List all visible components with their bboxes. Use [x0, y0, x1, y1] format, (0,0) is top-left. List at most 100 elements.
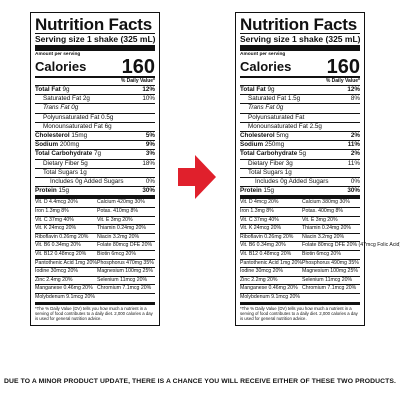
vitamin-left: Vit. C 37mg 40%: [240, 216, 279, 223]
nutrient-amount: 5mg: [276, 132, 289, 140]
nutrient-daily-value: 30%: [142, 187, 155, 195]
nutrient-row: Polyunsaturated Fat: [240, 112, 360, 122]
vitamin-left: Vit. D 4mcg 20%: [240, 199, 279, 206]
nutrient-name: Sodium 250mg: [240, 141, 284, 149]
nutrient-label: Total Fat: [35, 86, 61, 93]
calories-row: Calories 160: [240, 57, 360, 77]
nutrient-label: Cholesterol: [240, 132, 275, 140]
nutrient-name: Includes 0g Added Sugars: [240, 178, 329, 186]
nutrient-amount: 0g: [276, 104, 284, 112]
calories-label: Calories: [240, 59, 292, 74]
nutrient-amount: 2.5g: [309, 122, 322, 130]
vitamin-left: Pantothenic Acid 1mg 20%: [35, 259, 98, 266]
nutrient-amount: 7g: [94, 150, 102, 158]
nutrient-daily-value: 8%: [350, 95, 360, 103]
nutrient-name: Cholesterol 5mg: [240, 132, 289, 140]
nutrient-name: Trans Fat 0g: [240, 104, 283, 112]
nutrient-daily-value: 30%: [347, 187, 360, 195]
vitamin-right: Chromium 7.1mcg 20%: [97, 285, 152, 292]
vitamin-left: Iron 1.3mg 8%: [240, 208, 274, 215]
vitamin-row: Vit. B12 0.48mcg 20% Biotin 6mcg 20%: [240, 250, 360, 259]
nutrient-name: Total Fat 9g: [35, 86, 70, 94]
vitamin-row: Riboflavin 0.26mg 20% Niacin 3.2mg 20%: [240, 232, 360, 242]
nutrient-label: Monounsaturated Fat: [248, 122, 308, 130]
nutrient-daily-value: 10%: [142, 95, 155, 103]
nutrient-amount: 15g: [263, 187, 274, 195]
vitamin-right: Calcium 420mg 30%: [97, 199, 145, 206]
nutrient-amount: 0g: [71, 104, 79, 112]
nutrient-label: Total Sugars: [43, 168, 79, 176]
vitamin-right: Phosphorus 490mg 35%: [302, 259, 359, 266]
nutrient-label: Total Carbohydrate: [35, 150, 93, 158]
vitamin-left: Vit. K 24mcg 20%: [240, 225, 282, 232]
nutrient-label: Total Carbohydrate: [240, 150, 298, 158]
nutrient-daily-value: 5%: [145, 132, 155, 140]
nutrient-name: Total Carbohydrate 7g: [35, 150, 101, 158]
nutrient-row: Trans Fat 0g: [240, 103, 360, 112]
footnote: *The % Daily Value (DV) tells you how mu…: [35, 301, 155, 322]
nutrient-name: Dietary Fiber 3g: [240, 160, 293, 168]
vitamin-left: Manganese 0.46mg 20%: [35, 285, 93, 292]
vitamin-row: Vit. B6 0.34mg 20% Folate 80mcg DFE 20%: [35, 241, 155, 250]
amount-per-serving: Amount per serving: [35, 52, 81, 57]
nutrient-label: Trans Fat: [248, 104, 275, 112]
nutrient-name: Protein 15g: [240, 187, 274, 195]
vitamin-row: Iron 1.3mg 8% Potas. 410mg 8%: [35, 207, 155, 216]
vitamin-right: Selenium 11mcg 20%: [302, 276, 353, 283]
vitamin-right: Biotin 6mcg 20%: [97, 251, 136, 257]
nutrient-name: Cholesterol 15mg: [35, 132, 87, 140]
nutrient-row: Dietary Fiber 5g 18%: [35, 158, 155, 168]
nutrient-amount: 15g: [58, 187, 69, 195]
nutrient-row: Total Carbohydrate 5g 2%: [240, 149, 360, 158]
nutrient-row: Total Carbohydrate 7g 3%: [35, 149, 155, 158]
nutrient-name: Monounsaturated Fat 6g: [35, 123, 112, 131]
nutrient-label: Total Fat: [240, 86, 266, 93]
nutrient-daily-value: 11%: [347, 141, 360, 149]
vitamin-row: Vit. C 37mg 40% Vit. E 3mg 20%: [240, 215, 360, 225]
vitamin-left: Iron 1.3mg 8%: [35, 208, 69, 215]
nutrient-name: Saturated Fat 1.5g: [240, 95, 300, 103]
vitamin-left: Zinc 2.4mg 20%: [35, 276, 73, 283]
vitamin-right: Thiamin 0.24mg 20%: [97, 225, 147, 232]
nutrient-row: Monounsaturated Fat 2.5g: [240, 121, 360, 131]
vitamin-right: Chromium 7.1mcg 20%: [302, 285, 357, 292]
vitamin-right: Niacin 3.2mg 20%: [302, 233, 345, 240]
nutrient-amount: 5g: [299, 150, 307, 158]
nutrient-label: Dietary Fiber: [248, 159, 285, 167]
vitamin-right: Potas. 400mg 8%: [302, 208, 343, 215]
nutrient-row: Saturated Fat 1.5g 8%: [240, 94, 360, 103]
product-update-notice: DUE TO A MINOR PRODUCT UPDATE, THERE IS …: [3, 378, 397, 385]
nutrient-amount: 9g: [267, 86, 275, 93]
nutrient-row: Protein 15g 30%: [240, 186, 360, 199]
nutrient-daily-value: 12%: [142, 86, 155, 93]
nutrient-daily-value: 11%: [347, 159, 360, 167]
nutrient-amount: 1g: [79, 168, 87, 176]
nutrient-amount: 3g: [285, 159, 293, 167]
nutrition-label-new: Nutrition Facts Serving size 1 shake (325…: [235, 12, 400, 327]
nutrient-daily-value: 2%: [350, 132, 360, 140]
nutrient-label: Polyunsaturated Fat: [248, 113, 305, 121]
vitamin-right: Magnesium 100mg 25%: [302, 268, 358, 275]
vitamin-left: Iodine 30mcg 20%: [240, 268, 283, 275]
daily-value-header: % Daily Value*: [240, 76, 360, 85]
vitamin-right: Thiamin 0.24mg 20%: [302, 225, 352, 232]
nutrient-label: Includes 0g Added Sugars: [255, 178, 329, 186]
nutrient-row: Polyunsaturated Fat 0.5g: [35, 112, 155, 122]
vitamin-row: Vit. D 4.4mcg 20% Calcium 420mg 30%: [35, 198, 155, 207]
vitamin-left: Zinc 2.2mg 20%: [240, 276, 278, 283]
nutrient-label: Sodium: [35, 141, 59, 149]
nutrient-row: Total Sugars 1g: [35, 167, 155, 177]
nutrient-name: Monounsaturated Fat 2.5g: [240, 123, 322, 131]
vitamin-row: Molybdenum 9.1mcg 20%: [35, 292, 155, 302]
nutrient-name: Sodium 200mg: [35, 141, 79, 149]
nutrient-amount: 1g: [284, 168, 292, 176]
label-title: Nutrition Facts: [35, 16, 155, 34]
calories-label: Calories: [35, 59, 87, 74]
nutrient-amount: 9g: [62, 86, 70, 93]
vitamin-left: Vit. B12 0.48mcg 20%: [240, 251, 292, 257]
calories-row: Calories 160: [35, 57, 155, 77]
vitamin-left: Molybdenum 9.1mcg 20%: [35, 293, 95, 300]
vitamin-row: Riboflavin 0.26mg 20% Niacin 3.2mg 20%: [35, 232, 155, 242]
nutrient-row: Monounsaturated Fat 6g: [35, 121, 155, 131]
vitamin-left: Molybdenum 9.1mcg 20%: [240, 293, 300, 300]
